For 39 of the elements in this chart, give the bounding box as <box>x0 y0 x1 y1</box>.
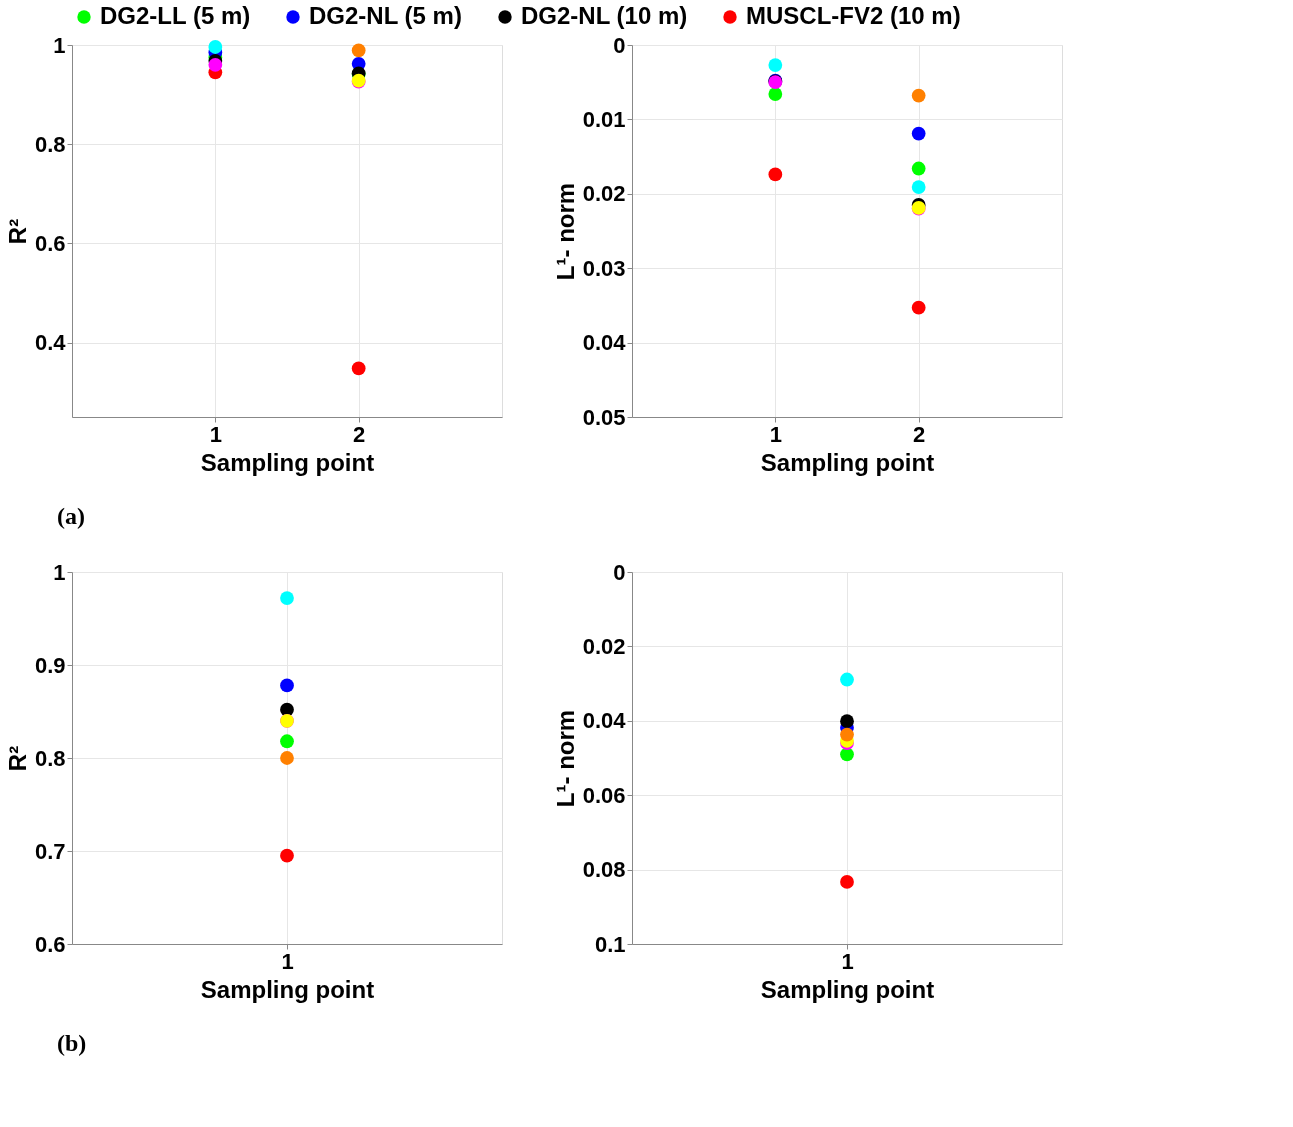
y-tick-label: 1 <box>53 559 66 585</box>
y-tick-label: 0.1 <box>594 931 626 957</box>
y-tick-label: 1 <box>53 32 66 58</box>
x-tick-label: 2 <box>913 421 926 447</box>
y-tick-label: 0 <box>613 559 626 585</box>
y-tick-label: 0.02 <box>582 181 626 207</box>
y-tick-label: 0.01 <box>582 106 626 132</box>
y-tick-label: 0.6 <box>34 230 66 256</box>
legend-label: DG2-LL (5 m) <box>100 2 251 29</box>
x-axis-title: Sampling point <box>760 975 935 1003</box>
y-tick-label: 0.04 <box>582 330 627 356</box>
y-tick-label: 0.7 <box>34 838 66 864</box>
y-axis-title: L¹- norm <box>551 709 579 808</box>
y-tick-label: 0.08 <box>582 857 626 883</box>
x-tick-label: 1 <box>209 421 222 447</box>
y-axis-title: R² <box>3 218 31 245</box>
x-axis-title: Sampling point <box>200 975 375 1003</box>
y-tick-label: 0.8 <box>34 745 66 771</box>
x-axis-title: Sampling point <box>760 448 935 476</box>
y-tick-label: 0 <box>613 32 626 58</box>
legend-label: DG2-NL (10 m) <box>521 2 688 29</box>
y-axis-title: R² <box>3 745 31 772</box>
y-axis-title: L¹- norm <box>551 182 579 281</box>
legend-label: MUSCL-FV2 (10 m) <box>746 2 961 29</box>
y-tick-label: 0.02 <box>582 633 626 659</box>
x-tick-label: 1 <box>769 421 782 447</box>
y-tick-label: 0.03 <box>582 255 626 281</box>
y-tick-label: 0.8 <box>34 131 66 157</box>
y-tick-label: 0.4 <box>34 330 67 356</box>
y-tick-label: 0.06 <box>582 782 626 808</box>
y-tick-label: 0.6 <box>34 931 66 957</box>
y-tick-label: 0.9 <box>34 652 66 678</box>
text: (b) <box>57 1030 87 1056</box>
x-axis-title: Sampling point <box>200 448 375 476</box>
legend-label: DG2-NL (5 m) <box>309 2 462 29</box>
x-tick-label: 2 <box>353 421 366 447</box>
y-tick-label: 0.05 <box>582 404 626 430</box>
text: (a) <box>57 503 85 529</box>
y-tick-label: 0.04 <box>582 708 627 734</box>
